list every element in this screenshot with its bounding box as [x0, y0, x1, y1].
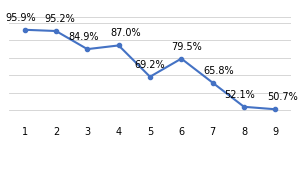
Text: 79.5%: 79.5% — [172, 42, 202, 52]
Text: 69.2%: 69.2% — [135, 60, 165, 70]
Text: 95.2%: 95.2% — [45, 14, 76, 24]
Text: 65.8%: 65.8% — [203, 66, 233, 76]
Text: 50.7%: 50.7% — [267, 92, 298, 102]
Text: 52.1%: 52.1% — [224, 90, 255, 100]
Text: 84.9%: 84.9% — [68, 32, 98, 42]
Text: 情報・通信・IT（N=146）: 情報・通信・IT（N=146） — [16, 152, 118, 162]
Text: 95.9%: 95.9% — [5, 13, 36, 23]
Text: 87.0%: 87.0% — [110, 29, 141, 38]
